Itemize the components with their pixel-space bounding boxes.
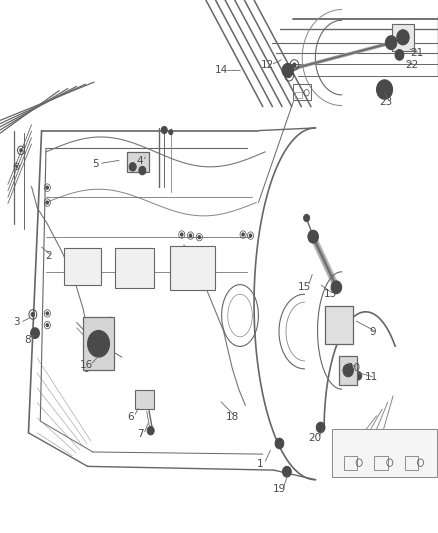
Circle shape	[46, 324, 49, 327]
Polygon shape	[339, 356, 357, 385]
Circle shape	[169, 130, 173, 135]
Circle shape	[278, 441, 281, 446]
Circle shape	[46, 186, 49, 189]
Text: 16: 16	[80, 360, 93, 370]
Circle shape	[381, 85, 388, 94]
Text: 21: 21	[410, 49, 424, 58]
Circle shape	[385, 36, 397, 50]
Circle shape	[16, 165, 18, 167]
Circle shape	[377, 80, 392, 99]
Circle shape	[46, 201, 49, 204]
Text: 5: 5	[92, 159, 99, 168]
Text: 22: 22	[405, 60, 418, 70]
Circle shape	[275, 438, 284, 449]
Text: 2: 2	[45, 251, 52, 261]
Text: 9: 9	[369, 327, 376, 336]
Circle shape	[397, 30, 409, 45]
Text: 1: 1	[257, 459, 264, 469]
Circle shape	[293, 63, 296, 67]
Text: 10: 10	[347, 363, 360, 373]
Circle shape	[147, 426, 154, 435]
Text: 18: 18	[226, 412, 239, 422]
Polygon shape	[170, 246, 215, 290]
Circle shape	[33, 330, 37, 336]
Circle shape	[88, 330, 110, 357]
Polygon shape	[135, 390, 154, 409]
Circle shape	[20, 149, 22, 152]
Circle shape	[355, 372, 362, 380]
Polygon shape	[392, 24, 414, 51]
Polygon shape	[332, 429, 437, 477]
Circle shape	[129, 163, 136, 171]
Circle shape	[304, 214, 310, 222]
Circle shape	[46, 312, 49, 315]
Circle shape	[346, 367, 351, 374]
Text: 19: 19	[273, 484, 286, 494]
Circle shape	[242, 233, 244, 236]
Circle shape	[283, 466, 291, 477]
Circle shape	[395, 50, 404, 60]
Circle shape	[316, 422, 325, 433]
Text: 7: 7	[137, 430, 144, 439]
Circle shape	[31, 328, 39, 338]
Circle shape	[31, 312, 35, 317]
Circle shape	[141, 169, 144, 172]
Text: 6: 6	[127, 412, 134, 422]
Polygon shape	[115, 248, 154, 288]
Text: 20: 20	[308, 433, 321, 443]
Text: 14: 14	[215, 66, 228, 75]
Circle shape	[331, 281, 342, 294]
Circle shape	[398, 53, 401, 57]
Text: 13: 13	[324, 289, 337, 299]
Circle shape	[139, 166, 146, 175]
Circle shape	[343, 364, 353, 377]
Circle shape	[357, 374, 360, 377]
Circle shape	[282, 63, 293, 77]
Circle shape	[95, 340, 102, 348]
Circle shape	[198, 236, 201, 239]
Circle shape	[142, 397, 147, 402]
Circle shape	[285, 469, 289, 474]
Text: 4: 4	[136, 156, 143, 166]
Polygon shape	[127, 152, 149, 172]
Circle shape	[287, 74, 291, 78]
Circle shape	[161, 126, 167, 134]
Text: 12: 12	[261, 60, 274, 70]
Polygon shape	[325, 306, 353, 344]
Circle shape	[249, 234, 252, 237]
Text: 23: 23	[380, 98, 393, 107]
Circle shape	[84, 364, 90, 372]
Circle shape	[319, 425, 322, 430]
Circle shape	[189, 234, 192, 237]
Text: 3: 3	[13, 318, 20, 327]
Circle shape	[107, 317, 113, 325]
Circle shape	[131, 165, 134, 168]
Text: 11: 11	[365, 373, 378, 382]
Polygon shape	[64, 248, 101, 285]
Circle shape	[180, 233, 183, 236]
Text: 8: 8	[24, 335, 31, 345]
Text: 15: 15	[298, 282, 311, 292]
Circle shape	[400, 34, 406, 41]
Polygon shape	[83, 317, 114, 370]
Circle shape	[92, 336, 105, 352]
Circle shape	[308, 230, 318, 243]
